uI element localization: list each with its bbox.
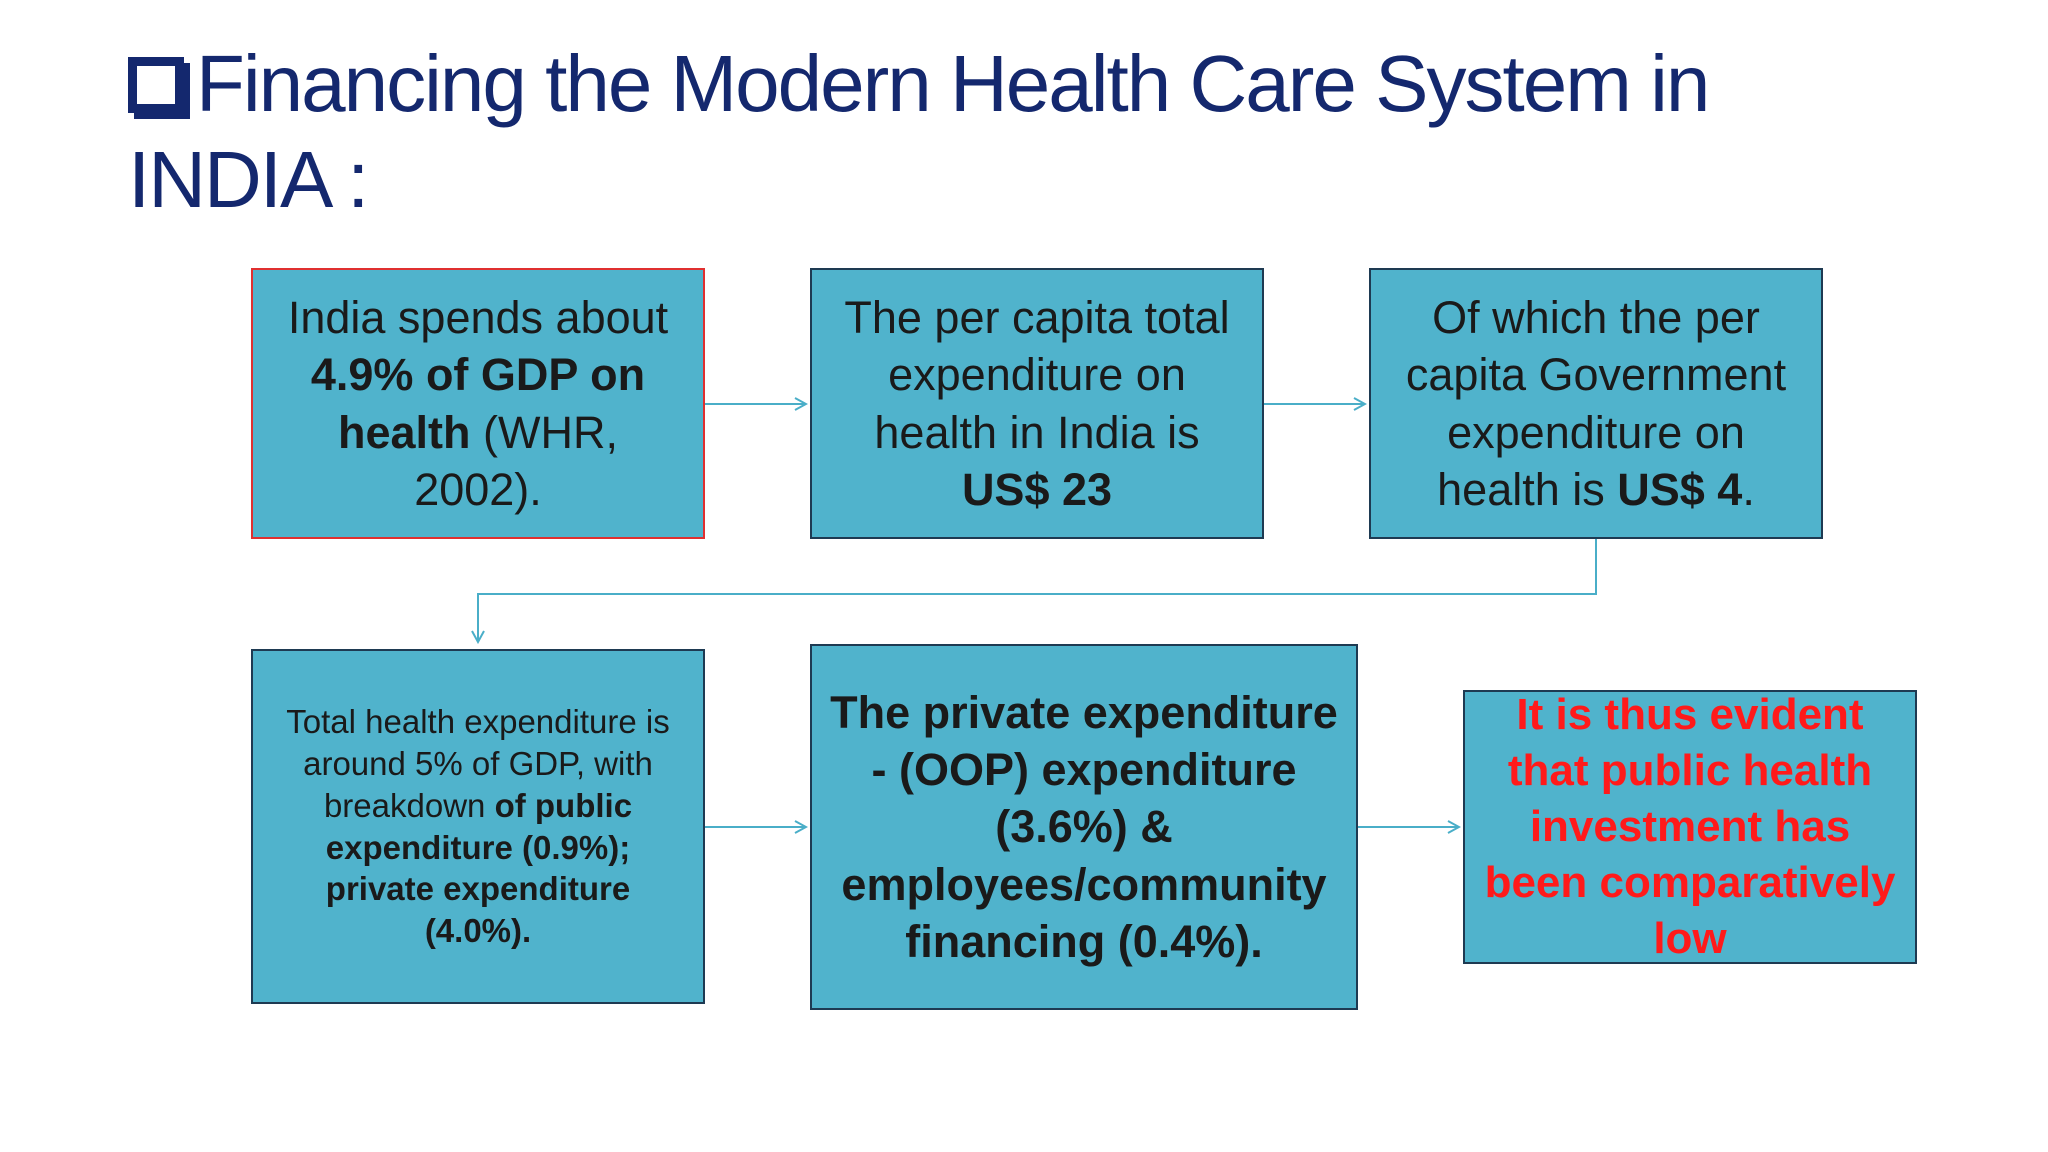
box-text: The per capita total expenditure on heal… <box>830 289 1244 518</box>
title-line: INDIA : <box>128 135 369 224</box>
flow-box: It is thus evident that public health in… <box>1463 690 1917 964</box>
box-text: It is thus evident that public health in… <box>1483 687 1897 966</box>
slide-title: Financing the Modern Health Care System … <box>128 36 1710 228</box>
flow-box: The private expenditure - (OOP) expendit… <box>810 644 1358 1010</box>
box-text: Total health expenditure is around 5% of… <box>271 701 685 952</box>
box-text: Of which the per capita Government expen… <box>1389 289 1803 518</box>
bold-text: US$ 23 <box>961 463 1113 515</box>
text: The per capita total expenditure on heal… <box>844 292 1230 458</box>
arrow <box>478 539 1597 642</box>
title-line: Financing the Modern Health Care System … <box>128 36 1710 132</box>
flow-box: Total health expenditure is around 5% of… <box>251 649 705 1004</box>
text: (WHR, 2002). <box>414 406 618 515</box>
text: Total health expenditure is around 5% of… <box>286 702 670 824</box>
bold-text: The private expenditure - (OOP) expendit… <box>830 687 1338 967</box>
flow-box: India spends about 4.9% of GDP on health… <box>251 268 705 539</box>
flow-box: Of which the per capita Government expen… <box>1369 268 1823 539</box>
checkbox-bullet <box>128 57 184 113</box>
text: Of which the per capita Government expen… <box>1405 292 1787 515</box>
bold-text: It is thus evident that public health in… <box>1484 690 1896 963</box>
title-text: Financing the Modern Health Care System … <box>196 39 1710 128</box>
text: . <box>1742 463 1755 515</box>
text: India spends about <box>287 292 669 344</box>
bold-text: of public expenditure (0.9%); private ex… <box>325 786 633 950</box>
bold-text: US$ 4 <box>1617 463 1743 515</box>
box-text: India spends about 4.9% of GDP on health… <box>271 289 685 518</box>
flow-box: The per capita total expenditure on heal… <box>810 268 1264 539</box>
bold-text: 4.9% of GDP on health <box>310 349 646 458</box>
box-text: The private expenditure - (OOP) expendit… <box>830 684 1338 970</box>
